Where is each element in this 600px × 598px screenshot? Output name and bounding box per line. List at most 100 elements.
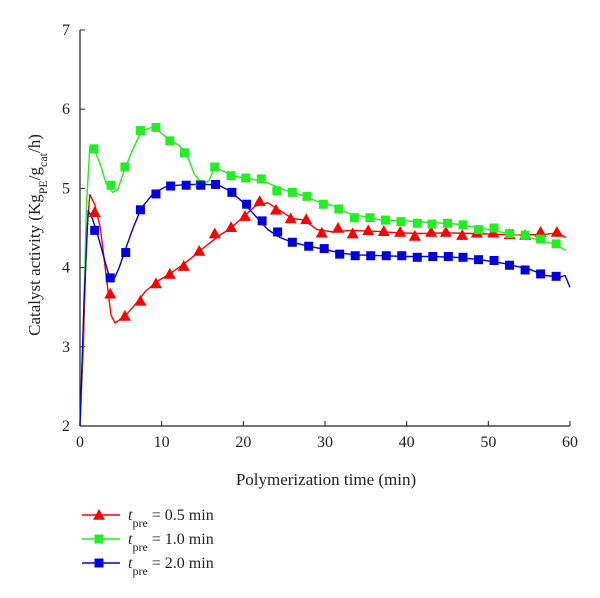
data-point-series-1 xyxy=(534,225,547,237)
data-point-series-3 xyxy=(304,241,314,251)
data-point-series-3 xyxy=(242,199,252,209)
data-point-series-1 xyxy=(118,309,131,321)
data-point-series-1 xyxy=(253,195,266,206)
x-tick-label: 10 xyxy=(154,434,170,451)
x-axis-label: Polymerization time (min) xyxy=(236,470,416,489)
data-point-series-2 xyxy=(412,218,422,228)
data-point-series-1 xyxy=(88,206,101,217)
legend-marker-3 xyxy=(94,558,104,568)
data-point-series-2 xyxy=(165,136,175,146)
series-line-2 xyxy=(79,125,567,427)
data-point-series-1 xyxy=(425,225,438,237)
data-point-series-2 xyxy=(536,234,546,244)
data-point-series-2 xyxy=(551,239,561,249)
data-point-series-1 xyxy=(362,224,375,236)
data-point-series-1 xyxy=(456,229,469,240)
data-point-series-2 xyxy=(89,144,99,154)
y-axis-label-suffix: /h) xyxy=(25,134,44,153)
x-tick-label: 50 xyxy=(480,434,496,451)
data-point-series-1 xyxy=(177,260,190,271)
data-point-series-2 xyxy=(318,199,328,209)
data-point-series-3 xyxy=(257,216,267,226)
x-tick-label: 20 xyxy=(235,434,251,451)
data-point-series-3 xyxy=(121,248,131,258)
data-point-series-2 xyxy=(380,215,390,225)
data-point-series-3 xyxy=(105,273,115,283)
data-point-series-2 xyxy=(458,220,468,230)
data-point-series-2 xyxy=(334,204,344,214)
data-point-series-1 xyxy=(439,225,452,237)
data-point-series-1 xyxy=(300,213,313,225)
data-point-series-3 xyxy=(412,252,422,262)
data-point-series-3 xyxy=(181,180,191,190)
data-point-series-1 xyxy=(377,225,390,236)
data-point-series-3 xyxy=(273,227,283,237)
x-tick-label: 60 xyxy=(562,434,578,451)
data-point-series-3 xyxy=(458,252,468,262)
data-point-series-2 xyxy=(427,219,437,229)
data-point-series-2 xyxy=(272,186,282,196)
data-point-series-2 xyxy=(135,126,145,136)
legend-marker-2 xyxy=(94,534,104,544)
series-markers xyxy=(88,122,563,321)
series-lines xyxy=(79,125,571,427)
data-point-series-2 xyxy=(489,223,499,233)
data-point-series-2 xyxy=(151,122,161,132)
data-point-series-3 xyxy=(196,180,206,190)
x-tick-label: 40 xyxy=(399,434,415,451)
data-point-series-3 xyxy=(505,260,515,270)
data-point-series-3 xyxy=(90,225,100,235)
data-point-series-2 xyxy=(256,174,266,184)
data-point-series-2 xyxy=(210,162,220,172)
data-point-series-2 xyxy=(287,187,297,197)
data-point-series-2 xyxy=(302,191,312,201)
data-point-series-1 xyxy=(550,225,563,237)
y-tick-label: 7 xyxy=(62,22,70,39)
series-line-3 xyxy=(79,183,571,427)
data-point-series-1 xyxy=(346,227,359,239)
data-point-series-3 xyxy=(319,244,329,254)
data-point-series-3 xyxy=(536,269,546,279)
axis-ticks: 0 10 20 30 40 50 60 2 3 4 5 6 7 xyxy=(62,22,578,451)
data-point-series-3 xyxy=(366,251,376,261)
legend-label-3: tpre = 2.0 min xyxy=(128,555,214,578)
y-tick-label: 2 xyxy=(62,418,70,435)
x-tick-label: 30 xyxy=(317,434,333,451)
data-point-series-3 xyxy=(443,252,453,262)
data-point-series-2 xyxy=(349,213,359,223)
data-point-series-3 xyxy=(287,237,297,247)
data-point-series-2 xyxy=(365,213,375,223)
data-point-series-3 xyxy=(520,265,530,275)
data-point-series-2 xyxy=(226,171,236,181)
y-axis-label: Catalyst activity (KgPE/gcat/h) xyxy=(25,134,50,336)
y-axis-label-mid: /g xyxy=(25,167,44,181)
legend-label-2: tpre = 1.0 min xyxy=(128,531,214,554)
data-point-series-3 xyxy=(474,255,484,265)
data-point-series-2 xyxy=(505,229,515,239)
data-point-series-1 xyxy=(193,244,206,256)
data-point-series-3 xyxy=(489,255,499,265)
legend-label-1: tpre = 0.5 min xyxy=(128,507,214,530)
data-point-series-3 xyxy=(166,181,176,191)
x-tick-label: 0 xyxy=(76,434,84,451)
y-tick-label: 5 xyxy=(62,180,70,197)
data-point-series-2 xyxy=(520,230,530,240)
data-point-series-1 xyxy=(315,226,328,238)
data-point-series-3 xyxy=(135,205,145,215)
data-point-series-2 xyxy=(106,180,116,190)
data-point-series-1 xyxy=(270,203,282,215)
data-point-series-1 xyxy=(238,210,251,221)
data-point-series-3 xyxy=(428,252,438,262)
data-point-series-1 xyxy=(134,294,147,306)
data-point-series-2 xyxy=(180,148,190,158)
data-point-series-2 xyxy=(396,217,406,227)
data-point-series-2 xyxy=(120,162,130,172)
y-tick-label: 6 xyxy=(62,101,70,118)
data-point-series-3 xyxy=(227,187,237,197)
legend-marker-1 xyxy=(93,509,105,520)
data-point-series-3 xyxy=(350,251,360,261)
y-tick-label: 4 xyxy=(62,260,70,277)
data-point-series-1 xyxy=(408,229,421,241)
